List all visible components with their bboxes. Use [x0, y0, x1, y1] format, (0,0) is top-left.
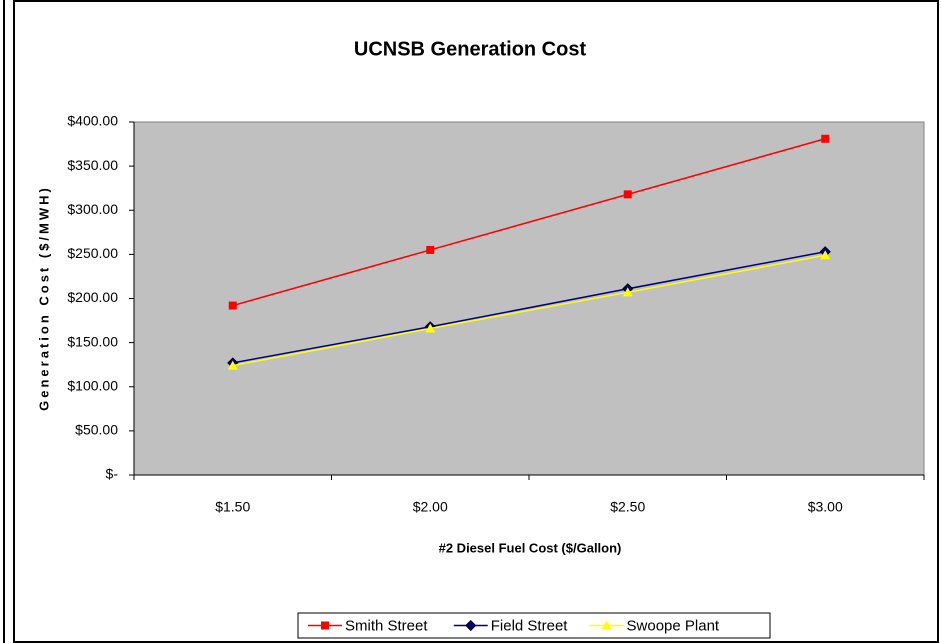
y-axis-title: Generation Cost ($/MWH) [36, 185, 51, 411]
marker [227, 360, 238, 370]
legend-marker [601, 620, 612, 630]
y-tick-label: $100.00 [67, 377, 118, 393]
x-tick-label: $1.50 [215, 499, 250, 515]
x-axis-title: #2 Diesel Fuel Cost ($/Gallon) [439, 540, 622, 555]
y-tick-label: $200.00 [67, 289, 118, 305]
marker [425, 323, 436, 333]
series-line [232, 138, 826, 307]
y-tick-label: $150.00 [67, 333, 118, 349]
x-tick-label: $2.00 [413, 499, 448, 515]
legend-marker [321, 621, 329, 630]
plot-area [133, 121, 925, 476]
y-tick-label: $50.00 [75, 422, 118, 438]
marker [426, 245, 435, 254]
y-tick-label: $350.00 [67, 157, 118, 173]
y-tick-label: $300.00 [67, 201, 118, 217]
legend-marker [465, 619, 477, 632]
marker [228, 301, 237, 310]
chart-title: UCNSB Generation Cost [354, 38, 587, 60]
marker [623, 190, 632, 199]
marker [622, 287, 633, 297]
legend-label: Swoope Plant [627, 617, 720, 634]
series-line [232, 254, 826, 367]
y-tick-label: $- [106, 466, 119, 482]
legend-label: Field Street [491, 617, 569, 634]
x-tick-label: $2.50 [610, 499, 645, 515]
legend-box [297, 612, 771, 639]
y-tick-label: $250.00 [67, 245, 118, 261]
marker [820, 250, 831, 260]
y-tick-label: $400.00 [67, 113, 118, 129]
legend-label: Smith Street [345, 617, 428, 634]
series-line [232, 250, 826, 364]
x-tick-label: $3.00 [808, 499, 843, 515]
marker [821, 134, 830, 143]
